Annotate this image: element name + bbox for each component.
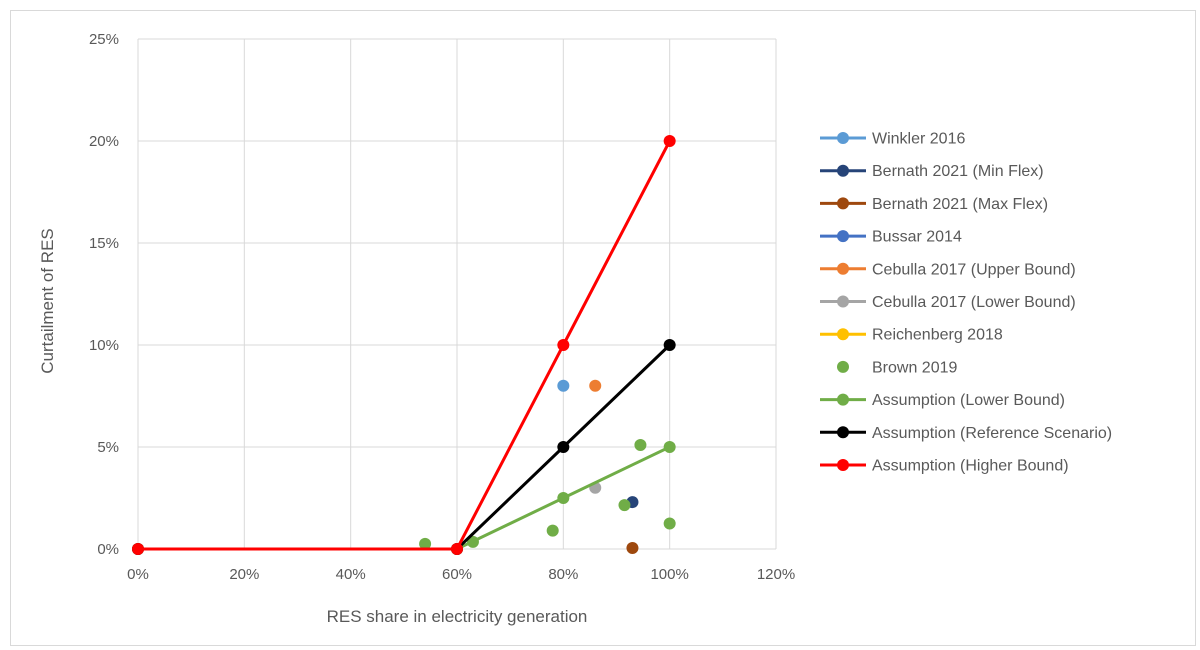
tick-labels: 0% 5% 10% 15% 20% 25% 0% 20% 40% 60% 80% 100% 120% — [89, 31, 795, 583]
legend-label: Bussar 2014 — [872, 229, 962, 246]
x-tick-label: 60% — [442, 566, 472, 583]
legend-marker — [837, 426, 849, 439]
y-tick-label: 20% — [89, 133, 119, 150]
data-point — [557, 492, 570, 504]
y-tick-label: 10% — [89, 337, 119, 354]
x-tick-label: 80% — [548, 566, 578, 583]
legend-marker — [837, 262, 849, 275]
legend-entry-reichenberg-2018: Reichenberg 2018 — [820, 327, 1003, 344]
legend-label: Assumption (Lower Bound) — [872, 392, 1065, 409]
legend-entry-assumption-higher-bound: Assumption (Higher Bound) — [820, 458, 1069, 475]
x-tick-label: 120% — [757, 566, 795, 583]
legend: Winkler 2016 Bernath 2021 (Min Flex) Berna… — [820, 131, 1112, 475]
data-point — [589, 379, 602, 392]
data-point — [132, 543, 144, 555]
data-point — [557, 339, 570, 351]
legend-marker — [837, 459, 849, 471]
legend-label: Assumption (Higher Bound) — [872, 458, 1069, 475]
chart-area: 0% 5% 10% 15% 20% 25% 0% 20% 40% 60% 80% 100% 120% W… — [10, 10, 1196, 646]
series-assumption-lower-bound — [132, 441, 676, 555]
series-bernath-2021-max-flex — [626, 541, 639, 554]
legend-label: Bernath 2021 (Min Flex) — [872, 163, 1044, 180]
legend-marker — [837, 132, 849, 144]
series-layer — [132, 135, 676, 555]
data-point — [663, 441, 676, 453]
series-assumption-higher-bound — [132, 135, 676, 555]
legend-label: Brown 2019 — [872, 359, 957, 376]
series-line — [138, 140, 671, 551]
data-point — [557, 379, 570, 392]
legend-marker — [837, 360, 849, 373]
legend-marker — [837, 393, 849, 406]
y-tick-label: 15% — [89, 235, 119, 252]
x-axis-title: RES share in electricity generation — [327, 607, 588, 626]
y-tick-label: 0% — [97, 541, 119, 558]
data-point — [663, 517, 676, 530]
data-point — [663, 135, 676, 147]
y-tick-label: 25% — [89, 31, 119, 48]
chart-svg: 0% 5% 10% 15% 20% 25% 0% 20% 40% 60% 80% 100% 120% W… — [38, 31, 1112, 626]
legend-entry-cebulla-2017-upper-bound: Cebulla 2017 (Upper Bound) — [820, 261, 1076, 278]
legend-entry-winkler-2016: Winkler 2016 — [820, 131, 965, 148]
legend-label: Winkler 2016 — [872, 131, 965, 148]
legend-marker — [837, 230, 849, 243]
data-point — [451, 543, 463, 555]
data-point — [546, 524, 559, 537]
legend-marker — [837, 164, 849, 177]
legend-marker — [837, 328, 849, 341]
grid — [137, 38, 777, 550]
series-brown-2019 — [419, 438, 676, 550]
data-point — [618, 499, 631, 512]
legend-entry-assumption-reference-scenario: Assumption (Reference Scenario) — [820, 425, 1112, 442]
data-point — [557, 441, 570, 453]
x-tick-label: 20% — [229, 566, 259, 583]
series-line — [138, 445, 671, 551]
legend-marker — [837, 295, 849, 308]
data-point — [626, 541, 639, 554]
legend-label: Reichenberg 2018 — [872, 327, 1003, 344]
x-tick-label: 0% — [127, 566, 149, 583]
data-point — [663, 339, 676, 351]
y-tick-label: 5% — [97, 439, 119, 456]
legend-entry-cebulla-2017-lower-bound: Cebulla 2017 (Lower Bound) — [820, 294, 1076, 311]
legend-entry-bernath-2021-min-flex: Bernath 2021 (Min Flex) — [820, 163, 1044, 180]
series-cebulla-2017-upper-bound — [589, 379, 602, 392]
x-tick-label: 100% — [650, 566, 688, 583]
legend-entry-assumption-lower-bound: Assumption (Lower Bound) — [820, 392, 1065, 409]
data-point — [634, 438, 647, 451]
x-tick-label: 40% — [336, 566, 366, 583]
legend-entry-bernath-2021-max-flex: Bernath 2021 (Max Flex) — [820, 196, 1048, 213]
legend-label: Assumption (Reference Scenario) — [872, 425, 1112, 442]
legend-marker — [837, 197, 849, 210]
legend-entry-brown-2019: Brown 2019 — [837, 359, 957, 376]
legend-entry-bussar-2014: Bussar 2014 — [820, 229, 962, 246]
data-point — [419, 537, 432, 550]
series-winkler-2016 — [557, 379, 570, 392]
y-axis-title: Curtailment of RES — [38, 228, 57, 374]
legend-label: Cebulla 2017 (Upper Bound) — [872, 261, 1076, 278]
legend-label: Cebulla 2017 (Lower Bound) — [872, 294, 1076, 311]
legend-label: Bernath 2021 (Max Flex) — [872, 196, 1048, 213]
